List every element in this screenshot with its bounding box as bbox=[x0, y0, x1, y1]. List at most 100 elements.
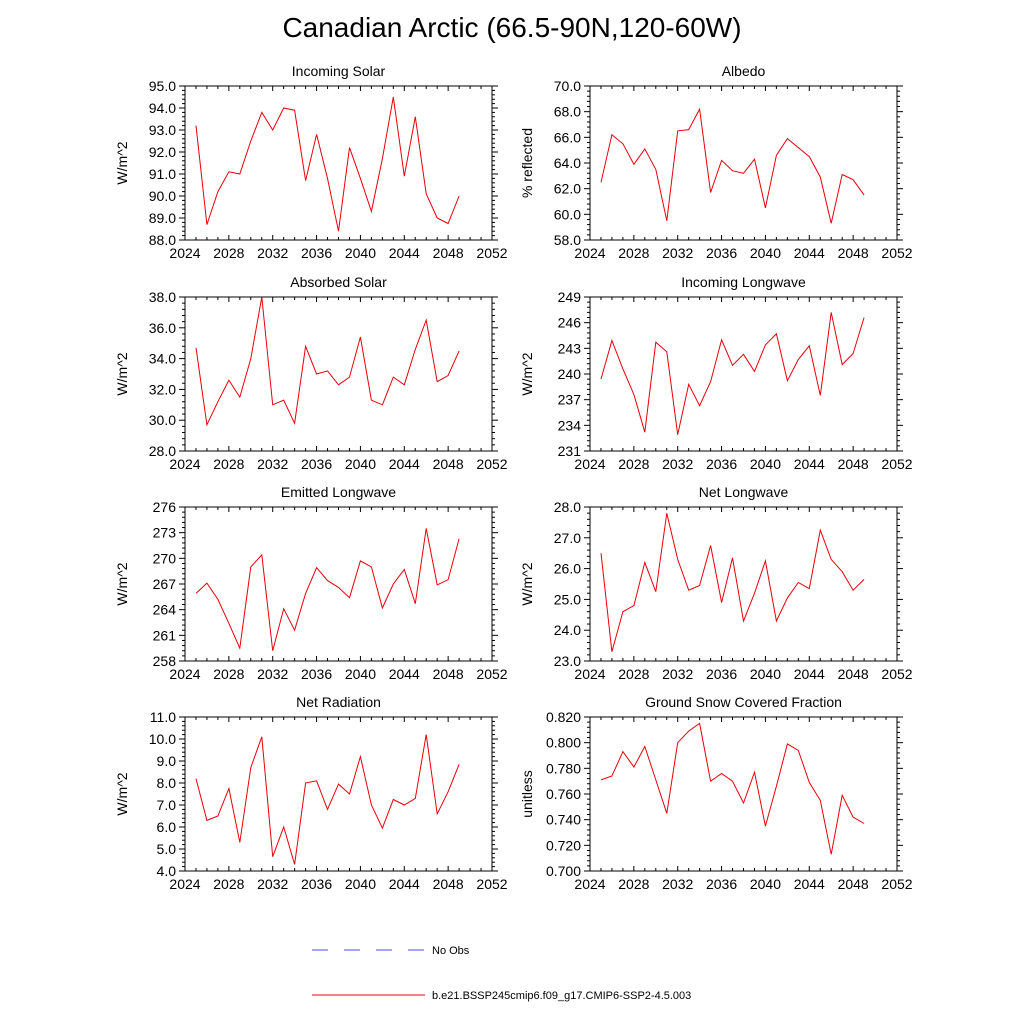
y-tick-label: 95.0 bbox=[149, 78, 176, 94]
y-tick-label: 60.0 bbox=[554, 206, 581, 222]
x-tick-label: 2032 bbox=[257, 666, 288, 682]
series-line bbox=[600, 107, 865, 224]
y-tick-label: 0.780 bbox=[546, 760, 581, 776]
panel-title: Absorbed Solar bbox=[290, 274, 387, 290]
series-line bbox=[600, 312, 865, 435]
figure-title: Canadian Arctic (66.5-90N,120-60W) bbox=[282, 12, 742, 43]
y-tick-label: 237 bbox=[558, 392, 582, 408]
y-tick-label: 0.820 bbox=[546, 709, 581, 725]
y-tick-label: 36.0 bbox=[149, 320, 176, 336]
y-tick-label: 32.0 bbox=[149, 381, 176, 397]
series-line bbox=[600, 722, 865, 855]
plot-frame bbox=[184, 85, 493, 241]
y-tick-label: 26.0 bbox=[554, 561, 581, 577]
y-tick-label: 0.760 bbox=[546, 786, 581, 802]
x-tick-label: 2052 bbox=[881, 245, 912, 261]
x-tick-label: 2028 bbox=[213, 456, 244, 472]
y-tick-label: 264 bbox=[153, 602, 177, 618]
x-tick-label: 2036 bbox=[706, 245, 737, 261]
chart-panel-emitted-longwave: 2024 2028 2032 2036 2040 2044 2048 2052 258 261 26… bbox=[114, 484, 508, 682]
plot-frame bbox=[184, 296, 493, 452]
panel-title: Albedo bbox=[722, 63, 766, 79]
plot-frame bbox=[589, 716, 898, 872]
y-tick-label: 91.0 bbox=[149, 166, 176, 182]
legend: No Obs b.e21.BSSP245cmip6.f09_g17.CMIP6-S… bbox=[312, 945, 691, 1002]
y-tick-label: 240 bbox=[558, 366, 582, 382]
x-tick-label: 2040 bbox=[345, 666, 376, 682]
x-tick-label: 2028 bbox=[618, 666, 649, 682]
y-tick-label: 28.0 bbox=[149, 443, 176, 459]
panel-title: Ground Snow Covered Fraction bbox=[645, 694, 842, 710]
y-axis-label: W/m^2 bbox=[114, 562, 130, 605]
panel-title: Incoming Solar bbox=[292, 63, 386, 79]
x-tick-label: 2052 bbox=[476, 666, 507, 682]
y-axis-label: unitless bbox=[519, 770, 535, 817]
series-line bbox=[600, 513, 865, 652]
x-tick-label: 2024 bbox=[574, 666, 605, 682]
panel-title: Emitted Longwave bbox=[281, 484, 396, 500]
y-tick-label: 89.0 bbox=[149, 210, 176, 226]
x-tick-label: 2032 bbox=[662, 456, 693, 472]
plot-frame bbox=[589, 296, 898, 452]
x-tick-label: 2032 bbox=[662, 666, 693, 682]
y-tick-label: 70.0 bbox=[554, 78, 581, 94]
y-axis-label: % reflected bbox=[519, 128, 535, 198]
x-tick-label: 2044 bbox=[794, 456, 825, 472]
x-tick-label: 2048 bbox=[838, 666, 869, 682]
x-tick-label: 2040 bbox=[750, 456, 781, 472]
x-tick-label: 2048 bbox=[838, 876, 869, 892]
chart-panel-net-longwave: 2024 2028 2032 2036 2040 2044 2048 2052 23.0 24.0… bbox=[519, 484, 913, 682]
legend-label: b.e21.BSSP245cmip6.f09_g17.CMIP6-SSP2-4.… bbox=[432, 990, 691, 1002]
x-tick-label: 2032 bbox=[257, 245, 288, 261]
y-tick-label: 92.0 bbox=[149, 144, 176, 160]
chart-panel-net-radiation: 2024 2028 2032 2036 2040 2044 2048 2052 4.0 5.0 6.… bbox=[114, 694, 508, 892]
x-tick-label: 2044 bbox=[794, 876, 825, 892]
y-tick-label: 234 bbox=[558, 417, 582, 433]
y-tick-label: 267 bbox=[153, 576, 177, 592]
x-tick-label: 2040 bbox=[345, 876, 376, 892]
x-tick-label: 2044 bbox=[794, 245, 825, 261]
chart-panel-albedo: 2024 2028 2032 2036 2040 2044 2048 2052 58.0 60.0… bbox=[519, 63, 913, 261]
x-tick-label: 2040 bbox=[345, 456, 376, 472]
x-tick-label: 2052 bbox=[881, 666, 912, 682]
x-tick-label: 2040 bbox=[345, 245, 376, 261]
y-tick-label: 258 bbox=[153, 653, 177, 669]
x-tick-label: 2044 bbox=[389, 876, 420, 892]
panel-title: Net Longwave bbox=[699, 484, 789, 500]
x-tick-label: 2040 bbox=[750, 245, 781, 261]
x-tick-label: 2036 bbox=[706, 456, 737, 472]
series-line bbox=[195, 528, 460, 651]
series-line bbox=[195, 296, 460, 427]
y-tick-label: 94.0 bbox=[149, 100, 176, 116]
y-tick-label: 249 bbox=[558, 289, 582, 305]
y-tick-label: 261 bbox=[153, 627, 177, 643]
y-axis-label: W/m^2 bbox=[114, 772, 130, 815]
y-tick-label: 7.0 bbox=[157, 797, 177, 813]
x-tick-label: 2048 bbox=[433, 245, 464, 261]
y-tick-label: 273 bbox=[153, 525, 177, 541]
y-tick-label: 8.0 bbox=[157, 775, 177, 791]
y-tick-label: 11.0 bbox=[150, 709, 176, 725]
series-line bbox=[195, 96, 460, 232]
y-tick-label: 0.700 bbox=[546, 863, 581, 879]
y-tick-label: 25.0 bbox=[554, 591, 581, 607]
x-tick-label: 2024 bbox=[574, 245, 605, 261]
x-tick-label: 2052 bbox=[881, 456, 912, 472]
plot-frame bbox=[184, 716, 493, 872]
x-tick-label: 2028 bbox=[618, 876, 649, 892]
y-tick-label: 27.0 bbox=[554, 530, 581, 546]
y-tick-label: 30.0 bbox=[149, 412, 176, 428]
x-tick-label: 2028 bbox=[618, 245, 649, 261]
y-tick-label: 64.0 bbox=[554, 155, 581, 171]
x-tick-label: 2052 bbox=[476, 876, 507, 892]
x-tick-label: 2052 bbox=[881, 876, 912, 892]
y-axis-label: W/m^2 bbox=[519, 352, 535, 395]
y-tick-label: 231 bbox=[558, 443, 582, 459]
x-tick-label: 2036 bbox=[706, 876, 737, 892]
x-tick-label: 2036 bbox=[706, 666, 737, 682]
x-tick-label: 2048 bbox=[433, 456, 464, 472]
y-tick-label: 34.0 bbox=[149, 351, 176, 367]
x-tick-label: 2036 bbox=[301, 456, 332, 472]
x-tick-label: 2028 bbox=[213, 876, 244, 892]
x-tick-label: 2024 bbox=[169, 456, 200, 472]
